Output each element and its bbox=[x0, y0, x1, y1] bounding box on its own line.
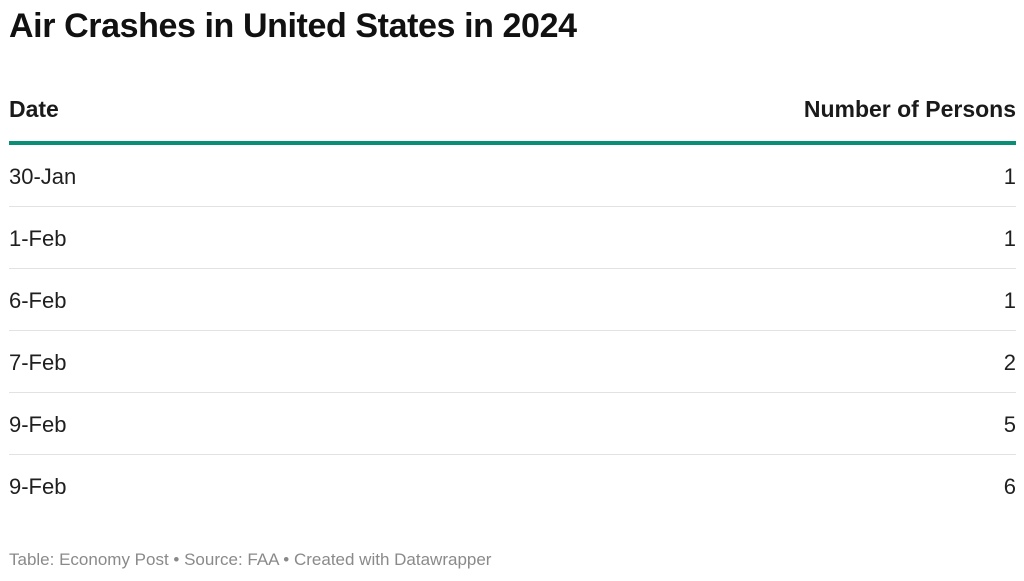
column-header-date: Date bbox=[9, 96, 59, 122]
table-row: 9-Feb 6 bbox=[9, 455, 1016, 516]
cell-date: 1-Feb bbox=[9, 226, 67, 251]
table-row: 7-Feb 2 bbox=[9, 331, 1016, 393]
cell-number-of-persons: 5 bbox=[1003, 412, 1016, 437]
table-row: 30-Jan 1 bbox=[9, 145, 1016, 207]
cell-number-of-persons: 6 bbox=[1003, 474, 1016, 499]
table-row: 6-Feb 1 bbox=[9, 269, 1016, 331]
cell-date: 9-Feb bbox=[9, 474, 67, 499]
header-divider bbox=[9, 141, 1016, 145]
cell-number-of-persons: 1 bbox=[1003, 226, 1016, 251]
cell-number-of-persons: 2 bbox=[1003, 350, 1016, 375]
table-body: 30-Jan 1 1-Feb 1 6-Feb 1 7-Feb 2 9-Feb 5… bbox=[9, 145, 1016, 516]
table-row: 9-Feb 5 bbox=[9, 393, 1016, 455]
cell-date: 7-Feb bbox=[9, 350, 67, 375]
chart-footer: Table: Economy Post • Source: FAA • Crea… bbox=[9, 550, 492, 569]
column-header-number-of-persons: Number of Persons bbox=[803, 96, 1016, 122]
cell-date: 9-Feb bbox=[9, 412, 67, 437]
table-row: 1-Feb 1 bbox=[9, 207, 1016, 269]
table-header-row: Date Number of Persons bbox=[9, 96, 1016, 128]
cell-number-of-persons: 1 bbox=[1003, 288, 1016, 313]
chart-title: Air Crashes in United States in 2024 bbox=[9, 7, 577, 45]
cell-date: 6-Feb bbox=[9, 288, 67, 313]
cell-date: 30-Jan bbox=[9, 164, 77, 189]
cell-number-of-persons: 1 bbox=[1003, 164, 1016, 189]
